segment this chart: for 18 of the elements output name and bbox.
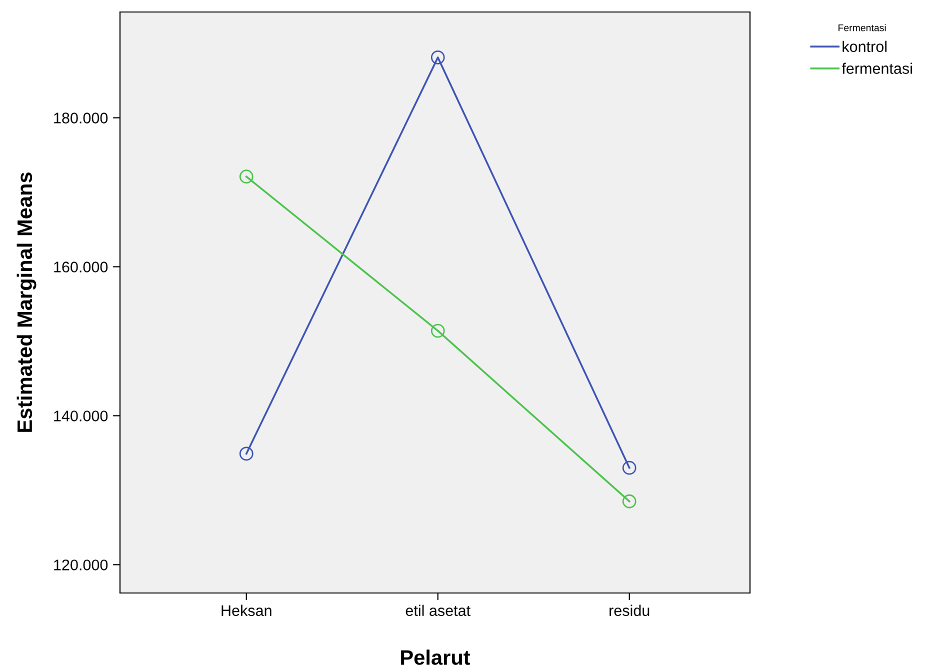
legend-title: Fermentasi xyxy=(838,24,886,32)
point xyxy=(430,50,445,64)
y-tick-label: 160.000 xyxy=(54,262,108,272)
legend-label: fermentasi xyxy=(842,62,912,74)
y-tick-label: 140.000 xyxy=(54,410,108,422)
y-axis-title: Estimated Marginal Means xyxy=(16,172,36,432)
point xyxy=(239,446,254,461)
y-tick-label: 180.000 xyxy=(54,112,108,124)
x-tick-label: etil asetat xyxy=(406,604,470,616)
legend-label: kontrol xyxy=(842,40,886,52)
x-axis-title: Pelarut xyxy=(401,650,470,665)
point xyxy=(622,460,636,475)
y-tick-label: 120.000 xyxy=(54,560,108,570)
point xyxy=(239,170,254,184)
point xyxy=(430,324,445,338)
x-tick-label: residu xyxy=(610,604,650,616)
point xyxy=(622,494,636,508)
x-tick-label: Heksan xyxy=(222,604,272,616)
